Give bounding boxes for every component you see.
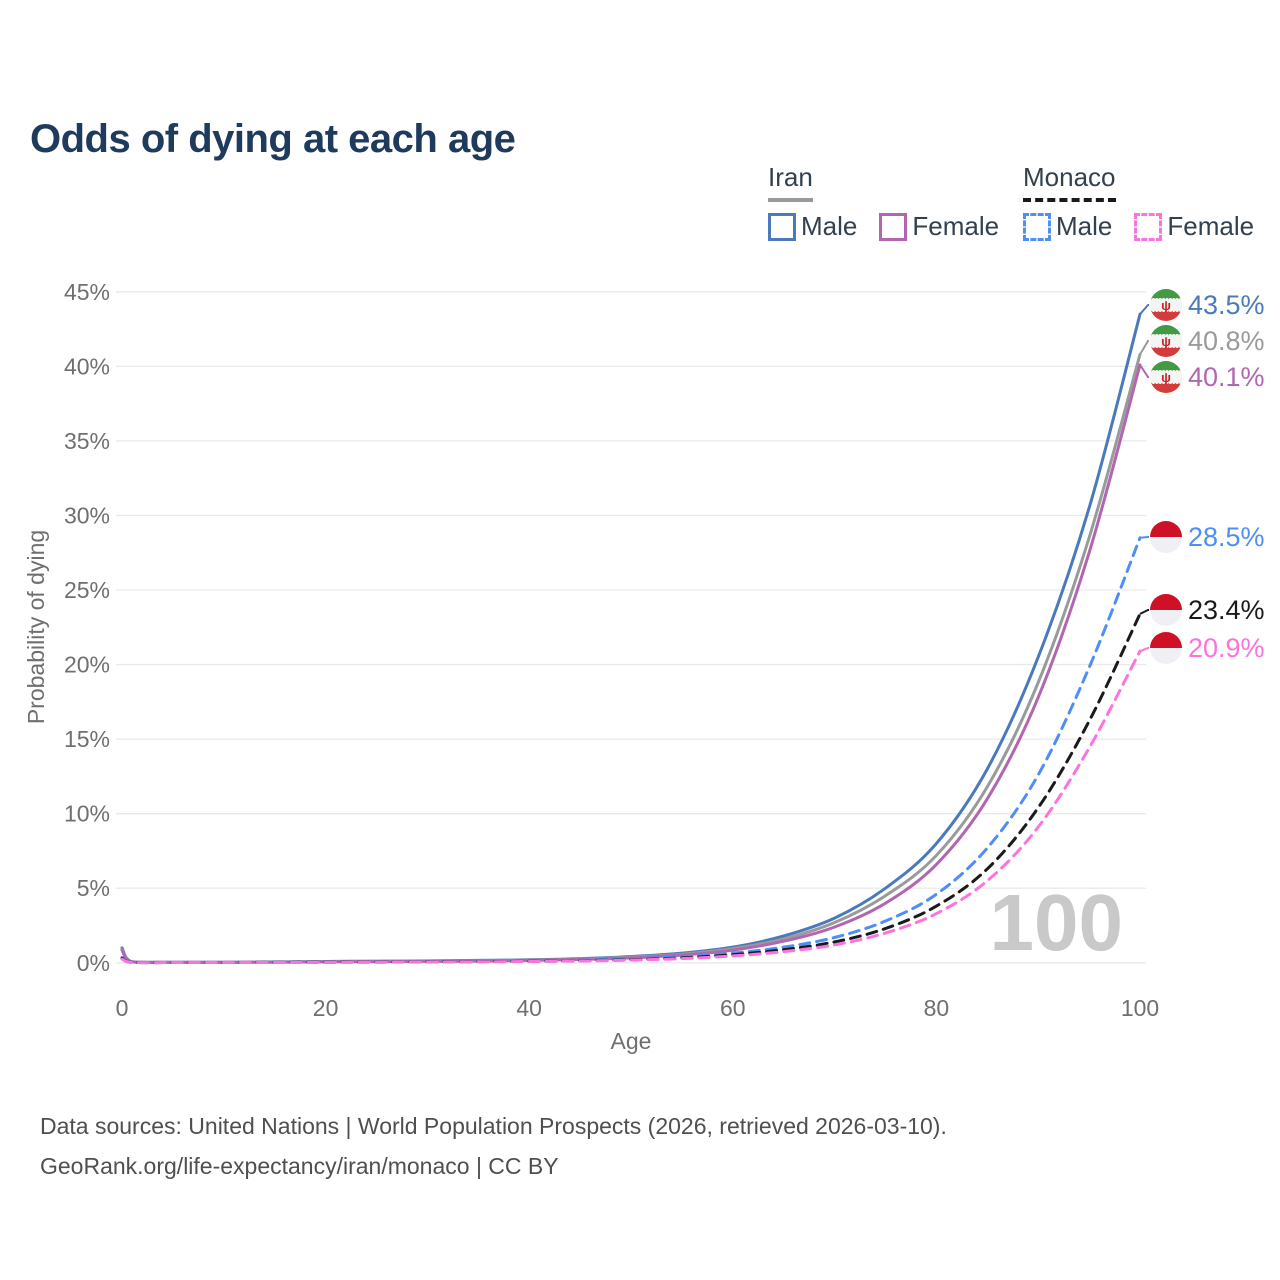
series-line-monaco-female[interactable] — [120, 649, 1142, 965]
legend-item-label: Male — [801, 211, 858, 241]
chart-footer: Data sources: United Nations | World Pop… — [40, 1106, 947, 1186]
iran-emblem-glyph: ψ — [1161, 334, 1171, 349]
end-value-label-iran-female: 40.1% — [1188, 362, 1265, 392]
end-value-label-monaco-male: 28.5% — [1188, 522, 1265, 552]
iran-emblem-glyph: ψ — [1161, 370, 1171, 385]
y-tick-label: 30% — [64, 502, 110, 528]
x-tick-label: 100 — [1121, 995, 1159, 1021]
end-label-connector — [1139, 647, 1149, 653]
end-value-label-iran-both: 40.8% — [1188, 326, 1265, 356]
y-tick-label: 10% — [64, 801, 110, 827]
x-axis-title: Age — [611, 1028, 652, 1054]
iran-female-swatch-icon[interactable] — [879, 212, 908, 241]
y-tick-label: 15% — [64, 726, 110, 752]
end-label-connector — [1139, 364, 1149, 378]
y-tick-label: 20% — [64, 652, 110, 678]
monaco-flag-icon — [1150, 594, 1182, 626]
mortality-line-chart: 0% 5% 10% 15% 20% 25% 30% 35% 40% 45% 0 20 40 60 80 100… — [23, 279, 1265, 1054]
legend-row-iran: Male Female — [768, 211, 999, 242]
legend-item-iran-female[interactable]: Female — [879, 211, 999, 242]
monaco-female-swatch-icon[interactable] — [1134, 212, 1163, 241]
x-tick-label: 60 — [720, 995, 746, 1021]
series-line-iran-male[interactable] — [120, 312, 1142, 964]
y-tick-label: 5% — [77, 875, 110, 901]
legend-item-label: Male — [1056, 211, 1113, 241]
iran-flag-icon: ψ — [1150, 361, 1182, 393]
series-line-iran-both[interactable] — [120, 352, 1142, 964]
y-axis-title: Probability of dying — [23, 530, 49, 724]
y-tick-label: 45% — [64, 279, 110, 305]
y-tick-label: 0% — [77, 950, 110, 976]
legend-group-monaco: Monaco Male Female — [1023, 162, 1254, 242]
end-value-label-iran-male: 43.5% — [1188, 290, 1265, 320]
series-line-monaco-male[interactable] — [120, 536, 1142, 965]
x-tick-label: 20 — [313, 995, 339, 1021]
y-tick-label: 35% — [64, 428, 110, 454]
end-label-connector — [1139, 536, 1149, 539]
iran-emblem-glyph: ψ — [1161, 298, 1171, 313]
end-value-label-monaco-both: 23.4% — [1188, 595, 1265, 625]
monaco-flag-icon — [1150, 521, 1182, 553]
end-label-connector — [1139, 609, 1149, 615]
end-value-label-monaco-female: 20.9% — [1188, 633, 1265, 663]
legend-row-monaco: Male Female — [1023, 211, 1254, 242]
y-tick-label: 25% — [64, 577, 110, 603]
x-tick-label: 80 — [924, 995, 950, 1021]
legend-country-iran: Iran — [768, 162, 813, 202]
monaco-male-swatch-icon[interactable] — [1023, 212, 1051, 241]
page-title: Odds of dying at each age — [30, 116, 516, 161]
end-label-connector — [1139, 340, 1149, 355]
legend-item-monaco-female[interactable]: Female — [1134, 211, 1254, 242]
age-watermark: 100 — [990, 878, 1123, 967]
legend-item-iran-male[interactable]: Male — [768, 211, 857, 242]
iran-flag-icon: ψ — [1150, 289, 1182, 321]
legend-item-monaco-male[interactable]: Male — [1023, 211, 1112, 242]
y-tick-label: 40% — [64, 353, 110, 379]
legend-country-monaco: Monaco — [1023, 162, 1116, 202]
data-sources-text: Data sources: United Nations | World Pop… — [40, 1113, 947, 1139]
legend-group-iran: Iran Male Female — [768, 162, 999, 242]
iran-flag-icon: ψ — [1150, 325, 1182, 357]
x-tick-label: 40 — [516, 995, 542, 1021]
legend-item-label: Female — [912, 211, 1000, 241]
x-tick-label: 0 — [116, 995, 129, 1021]
series-line-iran-female[interactable] — [120, 363, 1142, 964]
attribution-text: GeoRank.org/life-expectancy/iran/monaco … — [40, 1153, 559, 1179]
legend-item-label: Female — [1167, 211, 1255, 241]
iran-male-swatch-icon[interactable] — [768, 212, 796, 241]
monaco-flag-icon — [1150, 632, 1182, 664]
end-label-connector — [1139, 304, 1149, 315]
